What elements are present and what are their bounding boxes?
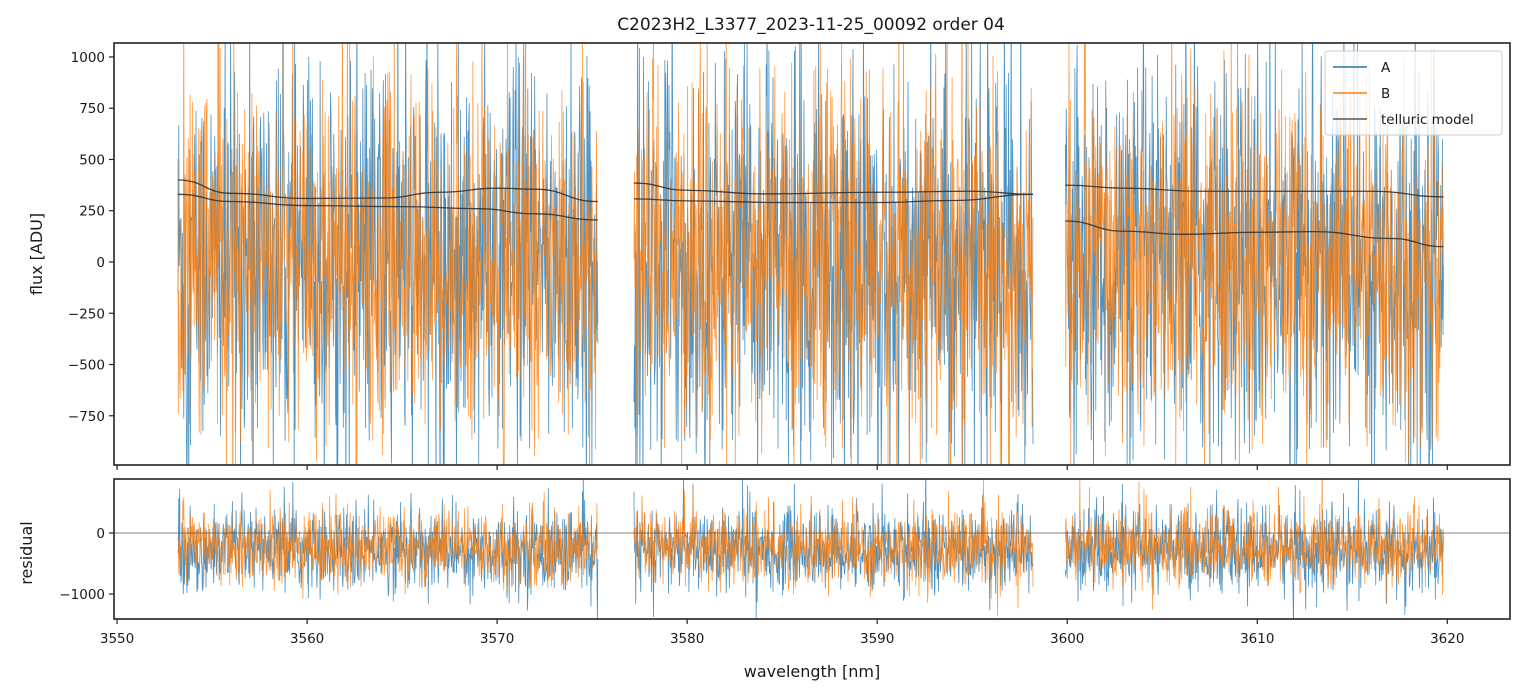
telluric-model-curve-1 xyxy=(177,193,598,221)
series-a-segment-2 xyxy=(1064,43,1444,465)
series-b-segment-1 xyxy=(633,479,1034,617)
x-tick-label: 3600 xyxy=(1050,631,1084,647)
flux-panel: −750 −500 −250 0 250 500 750 1000 flux [ADU] A … xyxy=(27,42,1511,470)
legend-label-telluric: telluric model xyxy=(1381,112,1474,128)
series-b-segment-2 xyxy=(1064,479,1444,610)
series-b-segment-1 xyxy=(633,43,1034,465)
series-b-segment-0 xyxy=(177,489,599,599)
x-tick-label: 3570 xyxy=(480,631,514,647)
legend: A B telluric model xyxy=(1324,50,1503,136)
x-tick-label: 3550 xyxy=(100,631,134,647)
residual-x-ticks: 3550 3560 3570 3580 3590 3600 3610 3620 xyxy=(100,619,1464,647)
telluric-model-curve-2 xyxy=(633,182,1034,195)
y-tick-label: 250 xyxy=(79,204,105,220)
telluric-model-curve-3 xyxy=(633,193,1034,204)
residual-axes-frame xyxy=(113,478,1511,620)
x-tick-label: 3590 xyxy=(860,631,894,647)
telluric-model-curve-5 xyxy=(1065,220,1444,248)
residual-y-ticks: −1000 0 xyxy=(59,526,114,603)
chart-title: C2023H2_L3377_2023-11-25_00092 order 04 xyxy=(617,15,1005,35)
series-b-segment-0 xyxy=(177,43,599,465)
residual-y-label: residual xyxy=(17,521,36,584)
flux-y-label: flux [ADU] xyxy=(27,213,46,295)
x-axis-label: wavelength [nm] xyxy=(744,662,881,681)
telluric-model-curve-4 xyxy=(1065,184,1444,198)
x-tick-label: 3610 xyxy=(1240,631,1274,647)
y-tick-label: 1000 xyxy=(71,50,105,66)
residual-plot-area xyxy=(114,479,1510,619)
flux-axes-frame xyxy=(113,42,1511,466)
legend-box xyxy=(1324,50,1503,136)
x-tick-label: 3620 xyxy=(1430,631,1464,647)
x-tick-label: 3580 xyxy=(670,631,704,647)
telluric-model-curve-0 xyxy=(177,179,598,203)
y-tick-label: 0 xyxy=(96,255,105,271)
flux-y-ticks: −750 −500 −250 0 250 500 750 1000 xyxy=(68,50,114,425)
legend-label-a: A xyxy=(1381,60,1391,76)
series-a-segment-1 xyxy=(633,479,1034,619)
y-tick-label: 0 xyxy=(96,526,105,542)
y-tick-label: −250 xyxy=(68,306,105,322)
y-tick-label: 750 xyxy=(79,101,105,117)
flux-plot-area xyxy=(177,43,1444,465)
series-b-segment-2 xyxy=(1064,43,1444,465)
y-tick-label: 500 xyxy=(79,152,105,168)
flux-x-ticks xyxy=(116,465,1448,470)
y-tick-label: −1000 xyxy=(59,587,105,603)
legend-label-b: B xyxy=(1381,86,1390,102)
y-tick-label: −500 xyxy=(68,358,105,374)
y-tick-label: −750 xyxy=(68,409,105,425)
x-tick-label: 3560 xyxy=(290,631,324,647)
